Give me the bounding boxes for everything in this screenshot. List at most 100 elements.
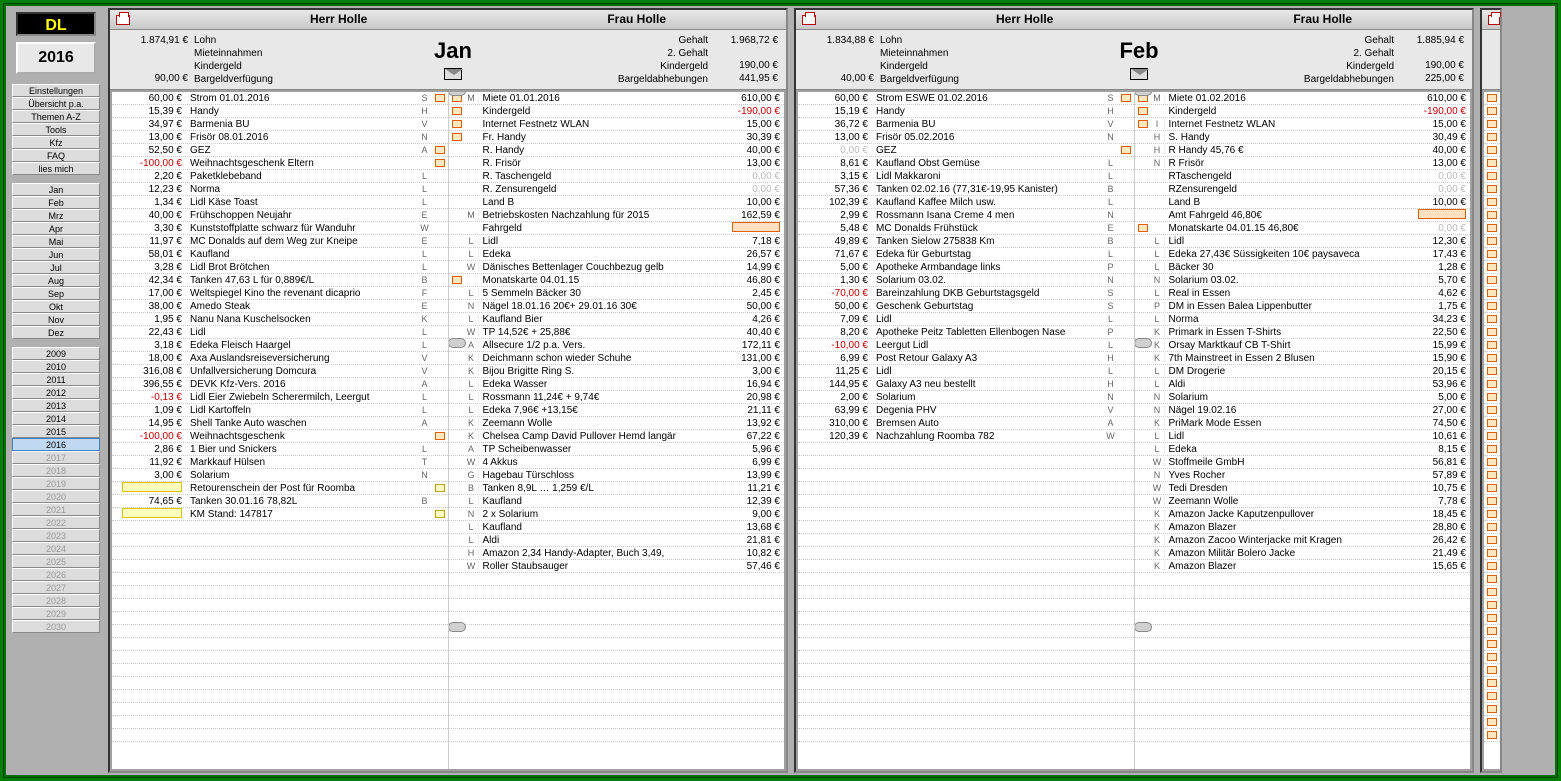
expense-row[interactable]: 58,01 € Kaufland L (112, 248, 448, 261)
expense-row[interactable]: -100,00 € Weihnachtsgeschenk (112, 430, 448, 443)
expense-row[interactable]: L Edeka 8,15 € (1135, 443, 1471, 456)
expense-row[interactable]: 0,00 € GEZ (798, 144, 1134, 157)
expense-row[interactable]: B Tanken 8,9L … 1,259 €/L 11,21 € (449, 482, 785, 495)
expense-row[interactable]: 5,00 € Apotheke Armbandage links P (798, 261, 1134, 274)
print-icon[interactable] (1488, 15, 1500, 25)
expense-row[interactable]: K Orsay Marktkauf CB T-Shirt 15,99 € (1135, 339, 1471, 352)
expense-row[interactable]: H S. Handy 30,49 € (1135, 131, 1471, 144)
collapse-handle[interactable] (449, 622, 466, 632)
collapse-handle[interactable] (449, 338, 466, 348)
expense-row[interactable]: 12,23 € Norma L (112, 183, 448, 196)
sidebar-item[interactable]: 2021 (12, 503, 100, 516)
sidebar-item[interactable]: Jul (12, 261, 100, 274)
sidebar-item[interactable]: 2028 (12, 594, 100, 607)
expense-row[interactable]: L Kaufland Bier 4,26 € (449, 313, 785, 326)
sidebar-item[interactable]: Übersicht p.a. (12, 97, 100, 110)
expense-row[interactable]: 50,00 € Geschenk Geburtstag S (798, 300, 1134, 313)
expense-row[interactable]: K Amazon Zacoo Winterjacke mit Kragen 26… (1135, 534, 1471, 547)
expense-row[interactable]: -100,00 € Weihnachtsgeschenk Eltern (112, 157, 448, 170)
mail-icon[interactable] (1130, 68, 1148, 80)
print-icon[interactable] (116, 15, 130, 25)
expense-row[interactable]: H R Handy 45,76 € 40,00 € (1135, 144, 1471, 157)
print-icon[interactable] (802, 15, 816, 25)
expense-row[interactable]: L 5 Semmeln Bäcker 30 2,45 € (449, 287, 785, 300)
expense-row[interactable]: W 4 Akkus 6,99 € (449, 456, 785, 469)
expense-row[interactable]: W TP 14,52€ + 25,88€ 40,40 € (449, 326, 785, 339)
expense-row[interactable]: N Solarium 03.02. 5,70 € (1135, 274, 1471, 287)
sidebar-item[interactable]: 2026 (12, 568, 100, 581)
expense-row[interactable]: L Edeka 7,96€ +13,15€ 21,11 € (449, 404, 785, 417)
expense-row[interactable]: L Lidl 7,18 € (449, 235, 785, 248)
expense-row[interactable]: Kindergeld -190,00 € (449, 105, 785, 118)
expense-row[interactable]: K Amazon Jacke Kaputzenpullover 18,45 € (1135, 508, 1471, 521)
expense-row[interactable]: 34,97 € Barmenia BU V (112, 118, 448, 131)
sidebar-item[interactable]: 2009 (12, 347, 100, 360)
expense-row[interactable]: 36,72 € Barmenia BU V (798, 118, 1134, 131)
expense-row[interactable]: 57,36 € Tanken 02.02.16 (77,31€-19,95 Ka… (798, 183, 1134, 196)
expense-row[interactable]: L DM Drogerie 20,15 € (1135, 365, 1471, 378)
sidebar-item[interactable]: FAQ (12, 149, 100, 162)
expense-row[interactable]: 120,39 € Nachzahlung Roomba 782 W (798, 430, 1134, 443)
expense-row[interactable]: 1,95 € Nanu Nana Kuschelsocken K (112, 313, 448, 326)
sidebar-item[interactable]: 2018 (12, 464, 100, 477)
expense-row[interactable]: -0,13 € Lidl Eier Zwiebeln Scherermilch,… (112, 391, 448, 404)
expense-row[interactable]: 15,39 € Handy H (112, 105, 448, 118)
year-button[interactable]: 2016 (16, 42, 96, 74)
expense-row[interactable]: N Yves Rocher 57,89 € (1135, 469, 1471, 482)
sidebar-item[interactable]: 2024 (12, 542, 100, 555)
expense-row[interactable]: R. Taschengeld 0,00 € (449, 170, 785, 183)
collapse-handle[interactable] (1135, 622, 1152, 632)
expense-row[interactable]: 15,19 € Handy H (798, 105, 1134, 118)
expense-row[interactable]: N R Frisör 13,00 € (1135, 157, 1471, 170)
expense-row[interactable]: N Nägel 18.01.16 20€+ 29.01.16 30€ 50,00… (449, 300, 785, 313)
sidebar-item[interactable]: Apr (12, 222, 100, 235)
expense-row[interactable]: W Stoffmeile GmbH 56,81 € (1135, 456, 1471, 469)
sidebar-item[interactable]: 2022 (12, 516, 100, 529)
expense-row[interactable]: L Edeka Wasser 16,94 € (449, 378, 785, 391)
expense-row[interactable]: M Miete 01.01.2016 610,00 € (449, 92, 785, 105)
sidebar-item[interactable]: Sep (12, 287, 100, 300)
collapse-handle[interactable] (1135, 92, 1152, 96)
expense-row[interactable]: Internet Festnetz WLAN 15,00 € (449, 118, 785, 131)
expense-row[interactable]: G Hagebau Türschloss 13,99 € (449, 469, 785, 482)
sidebar-item[interactable]: 2023 (12, 529, 100, 542)
collapse-handle[interactable] (1135, 338, 1152, 348)
expense-row[interactable]: 2,99 € Rossmann Isana Creme 4 men N (798, 209, 1134, 222)
sidebar-item[interactable]: 2011 (12, 373, 100, 386)
expense-row[interactable]: Monatskarte 04.01.15 46,80€ 0,00 € (1135, 222, 1471, 235)
expense-row[interactable]: R. Handy 40,00 € (449, 144, 785, 157)
expense-row[interactable]: 6,99 € Post Retour Galaxy A3 H (798, 352, 1134, 365)
expense-row[interactable]: Fahrgeld (449, 222, 785, 235)
expense-row[interactable]: N Solarium 5,00 € (1135, 391, 1471, 404)
sidebar-item[interactable]: Feb (12, 196, 100, 209)
sidebar-item[interactable]: 2013 (12, 399, 100, 412)
expense-row[interactable]: 316,08 € Unfallversicherung Domcura V (112, 365, 448, 378)
expense-row[interactable]: -10,00 € Leergut Lidl L (798, 339, 1134, 352)
expense-row[interactable]: Retourenschein der Post für Roomba (112, 482, 448, 495)
sidebar-item[interactable]: Jan (12, 183, 100, 196)
expense-row[interactable]: 13,00 € Frisör 08.01.2016 N (112, 131, 448, 144)
expense-row[interactable]: K Bijou Brigitte Ring S. 3,00 € (449, 365, 785, 378)
expense-row[interactable]: 8,20 € Apotheke Peitz Tabletten Ellenbog… (798, 326, 1134, 339)
expense-row[interactable]: 144,95 € Galaxy A3 neu bestellt H (798, 378, 1134, 391)
expense-row[interactable]: Kindergeld -190,00 € (1135, 105, 1471, 118)
expense-row[interactable]: 14,95 € Shell Tanke Auto waschen A (112, 417, 448, 430)
expense-row[interactable]: 102,39 € Kaufland Kaffee Milch usw. L (798, 196, 1134, 209)
expense-row[interactable]: L Bäcker 30 1,28 € (1135, 261, 1471, 274)
expense-row[interactable]: 71,67 € Edeka für Geburtstag L (798, 248, 1134, 261)
expense-row[interactable]: 17,00 € Weltspiegel Kino the revenant di… (112, 287, 448, 300)
expense-row[interactable]: 1,30 € Solarium 03.02. N (798, 274, 1134, 287)
expense-row[interactable]: KM Stand: 147817 (112, 508, 448, 521)
collapse-handle[interactable] (449, 92, 466, 96)
expense-row[interactable]: L Kaufland 13,68 € (449, 521, 785, 534)
expense-row[interactable]: K Amazon Blazer 28,80 € (1135, 521, 1471, 534)
expense-row[interactable]: 2,00 € Solarium N (798, 391, 1134, 404)
expense-row[interactable]: L Aldi 21,81 € (449, 534, 785, 547)
expense-row[interactable]: 7,09 € Lidl L (798, 313, 1134, 326)
expense-row[interactable]: A Allsecure 1/2 p.a. Vers. 172,11 € (449, 339, 785, 352)
sidebar-item[interactable]: Einstellungen (12, 84, 100, 97)
expense-row[interactable]: K Deichmann schon wieder Schuhe 131,00 € (449, 352, 785, 365)
sidebar-item[interactable]: Mrz (12, 209, 100, 222)
sidebar-item[interactable]: 2027 (12, 581, 100, 594)
sidebar-item[interactable]: 2029 (12, 607, 100, 620)
